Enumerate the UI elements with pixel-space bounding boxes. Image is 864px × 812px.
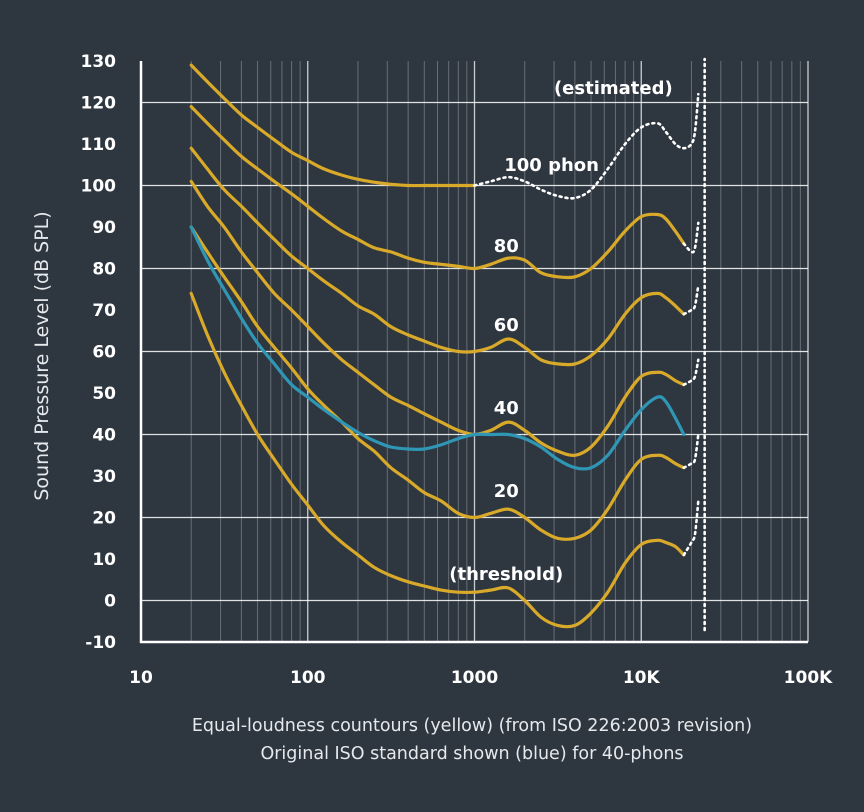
annotation-label: 80	[494, 236, 519, 257]
y-tick-label: 110	[81, 135, 117, 155]
annotation-layer: (estimated) 100 phon 80 60 40 20 (threshold)	[449, 78, 672, 585]
y-tick-label: 50	[92, 384, 116, 404]
y-tick-label: 0	[104, 592, 116, 612]
y-tick-label: 90	[92, 218, 116, 238]
series-threshold-line	[189, 291, 686, 629]
y-tick-label: 20	[92, 509, 116, 529]
series-100-phon-line	[189, 63, 477, 188]
y-tick-label: 120	[81, 94, 117, 114]
series-layer	[189, 57, 706, 632]
annotation-label: 40	[494, 398, 519, 419]
y-tick-label: 10	[92, 550, 116, 570]
y-tick-label: 40	[92, 426, 116, 446]
x-tick-label: 1000	[451, 668, 498, 688]
x-tick-label: 100	[290, 668, 326, 688]
annotation-label: 100 phon	[504, 155, 599, 176]
series-80-line	[189, 105, 686, 280]
x-tick-label: 10	[129, 668, 153, 688]
series-20-line	[189, 225, 686, 541]
series-80-estimated-line	[682, 221, 700, 254]
annotation-label: (estimated)	[554, 78, 673, 99]
y-tick-label: 30	[92, 467, 116, 487]
series-40-line	[189, 179, 686, 457]
y-tick-label: 60	[92, 343, 116, 363]
series-threshold-estimated-line	[682, 499, 700, 557]
series-100-phon-estimated-line	[473, 92, 700, 200]
caption-line-1: Equal-loudness countours (yellow) (from …	[192, 716, 752, 736]
series-60-line	[189, 146, 686, 367]
y-tick-label: -10	[85, 633, 116, 653]
caption-line-2: Original ISO standard shown (blue) for 4…	[260, 744, 683, 764]
y-tick-label: 100	[81, 177, 117, 197]
series-60-estimated-line	[682, 283, 700, 316]
series-40-estimated-line	[682, 358, 700, 386]
x-tick-label: 100K	[784, 668, 833, 688]
y-tick-labels: -10 0 10 20 30 40 50 60 70 80 90 100 110 120 130	[81, 52, 117, 653]
series-20-estimated-line	[682, 433, 700, 469]
annotation-label: (threshold)	[449, 564, 563, 585]
y-tick-label: 80	[92, 260, 116, 280]
annotation-label: 20	[494, 481, 519, 502]
annotation-label: 60	[494, 315, 519, 336]
x-tick-label: 10K	[623, 668, 661, 688]
y-axis-label: Sound Pressure Level (dB SPL)	[31, 211, 53, 500]
series-original-iso-40-line	[189, 225, 686, 471]
axes	[139, 61, 808, 644]
x-tick-labels: 10 100 1000 10K 100K	[129, 668, 833, 688]
y-tick-label: 130	[81, 52, 117, 72]
y-tick-label: 70	[92, 301, 116, 321]
